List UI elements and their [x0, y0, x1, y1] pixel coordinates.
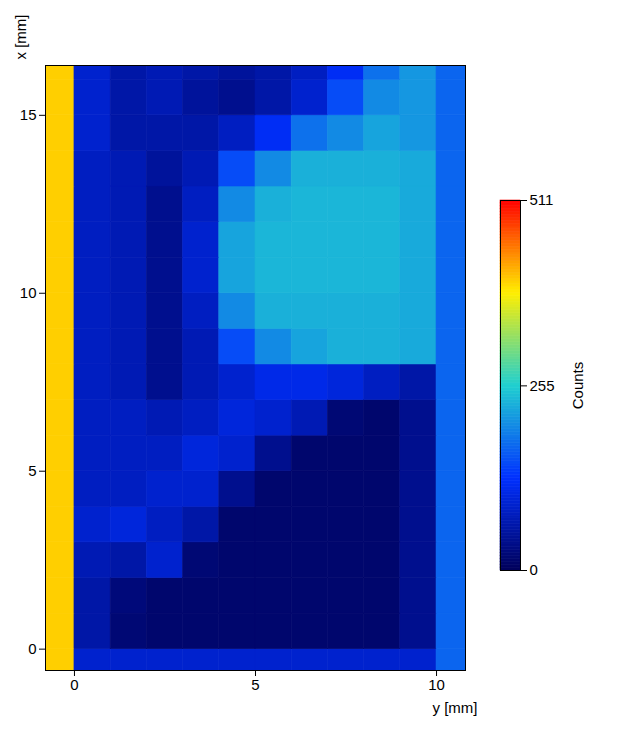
- svg-text:10: 10: [428, 676, 445, 693]
- svg-text:5: 5: [28, 462, 36, 479]
- svg-text:Counts: Counts: [569, 362, 586, 410]
- svg-text:5: 5: [251, 676, 259, 693]
- svg-text:0: 0: [28, 640, 36, 657]
- svg-text:10: 10: [20, 284, 37, 301]
- svg-text:0: 0: [70, 676, 78, 693]
- svg-text:x [mm]: x [mm]: [12, 15, 29, 60]
- svg-text:255: 255: [530, 377, 555, 394]
- svg-text:y [mm]: y [mm]: [433, 699, 478, 716]
- svg-text:15: 15: [20, 106, 37, 123]
- svg-text:0: 0: [530, 561, 538, 578]
- svg-text:511: 511: [530, 191, 554, 208]
